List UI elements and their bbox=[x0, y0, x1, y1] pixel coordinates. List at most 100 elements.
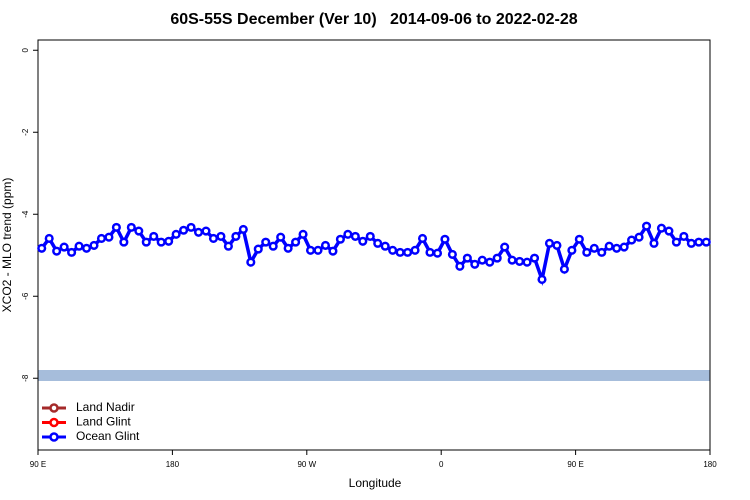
data-point bbox=[634, 232, 644, 242]
data-point bbox=[126, 222, 136, 232]
data-point bbox=[649, 238, 659, 248]
data-point bbox=[67, 247, 77, 257]
y-tick-label: -2 bbox=[21, 128, 30, 136]
data-point bbox=[179, 225, 189, 235]
data-point bbox=[403, 247, 413, 257]
data-point bbox=[44, 233, 54, 243]
data-point bbox=[238, 224, 248, 234]
data-point bbox=[59, 242, 69, 252]
data-point bbox=[89, 240, 99, 250]
data-point bbox=[201, 226, 211, 236]
data-point bbox=[567, 245, 577, 255]
data-point bbox=[671, 237, 681, 247]
data-point bbox=[485, 257, 495, 267]
data-point bbox=[365, 231, 375, 241]
data-point bbox=[656, 223, 667, 233]
data-point bbox=[507, 255, 517, 265]
data-point bbox=[440, 234, 450, 244]
y-tick-label: 0 bbox=[21, 47, 30, 52]
data-point bbox=[358, 236, 368, 246]
data-point bbox=[432, 248, 443, 258]
data-point bbox=[373, 238, 383, 248]
data-point bbox=[343, 229, 353, 239]
data-point bbox=[552, 240, 562, 250]
data-point bbox=[276, 232, 286, 242]
data-point bbox=[141, 237, 151, 247]
plot-frame bbox=[37, 39, 711, 451]
legend-marker bbox=[49, 417, 59, 428]
x-tick-label: 90 E bbox=[30, 460, 46, 469]
data-point bbox=[701, 237, 711, 247]
data-point bbox=[111, 222, 121, 232]
data-point bbox=[694, 237, 704, 247]
data-point bbox=[134, 226, 144, 236]
data-point bbox=[193, 227, 204, 237]
data-point bbox=[156, 237, 166, 247]
reference-band bbox=[38, 370, 710, 381]
data-point bbox=[477, 255, 487, 265]
legend-marker bbox=[49, 432, 59, 442]
x-tick-label: 180 bbox=[703, 460, 717, 469]
x-tick-label: 180 bbox=[166, 460, 180, 469]
data-point bbox=[559, 264, 569, 274]
data-point bbox=[313, 245, 323, 255]
data-point bbox=[410, 245, 420, 255]
data-point bbox=[149, 231, 159, 241]
data-point bbox=[96, 233, 107, 243]
data-point bbox=[104, 232, 114, 242]
data-point bbox=[500, 242, 510, 252]
data-point bbox=[261, 237, 271, 247]
data-point bbox=[462, 253, 472, 263]
data-point bbox=[119, 237, 129, 247]
data-point bbox=[425, 247, 435, 257]
data-point bbox=[380, 241, 390, 251]
y-axis-label: XCO2 - MLO trend (ppm) bbox=[0, 178, 14, 313]
data-point bbox=[216, 231, 226, 241]
data-point bbox=[604, 241, 614, 251]
data-point bbox=[171, 229, 181, 239]
data-point bbox=[589, 243, 599, 253]
data-point bbox=[81, 243, 92, 253]
data-point bbox=[164, 236, 174, 246]
data-point bbox=[231, 231, 241, 241]
data-point bbox=[335, 234, 345, 244]
x-tick-label: 90 W bbox=[297, 460, 316, 469]
data-point bbox=[253, 244, 263, 254]
legend-label: Ocean Glint bbox=[76, 429, 140, 443]
data-point bbox=[388, 245, 398, 255]
data-point bbox=[328, 246, 338, 256]
data-point bbox=[417, 233, 428, 243]
data-point bbox=[582, 247, 592, 257]
x-tick-label: 90 E bbox=[567, 460, 583, 469]
data-point bbox=[37, 243, 47, 253]
x-axis-label: Longitude bbox=[349, 476, 402, 490]
data-point bbox=[686, 238, 696, 248]
data-point bbox=[447, 249, 457, 259]
data-point bbox=[612, 243, 622, 253]
data-point bbox=[246, 257, 256, 267]
y-tick-label: -6 bbox=[21, 292, 30, 300]
data-point bbox=[679, 231, 689, 241]
data-point bbox=[74, 241, 84, 251]
data-point bbox=[395, 247, 405, 257]
data-point bbox=[291, 237, 301, 247]
legend-label: Land Nadir bbox=[76, 400, 135, 414]
data-point bbox=[574, 234, 584, 244]
y-tick-label: -8 bbox=[21, 374, 30, 382]
data-point bbox=[627, 235, 637, 245]
data-point bbox=[208, 233, 219, 243]
data-point bbox=[283, 243, 293, 253]
data-point bbox=[470, 259, 480, 269]
data-point bbox=[544, 238, 555, 248]
data-point bbox=[664, 226, 674, 236]
data-point bbox=[186, 222, 196, 232]
data-point bbox=[492, 253, 502, 263]
x-tick-label: 0 bbox=[439, 460, 444, 469]
data-point bbox=[522, 257, 532, 267]
data-point bbox=[529, 253, 540, 263]
data-point bbox=[298, 229, 308, 239]
data-point bbox=[320, 240, 331, 250]
y-tick-label: -4 bbox=[21, 210, 30, 218]
data-point bbox=[515, 256, 525, 266]
data-point bbox=[537, 274, 547, 284]
